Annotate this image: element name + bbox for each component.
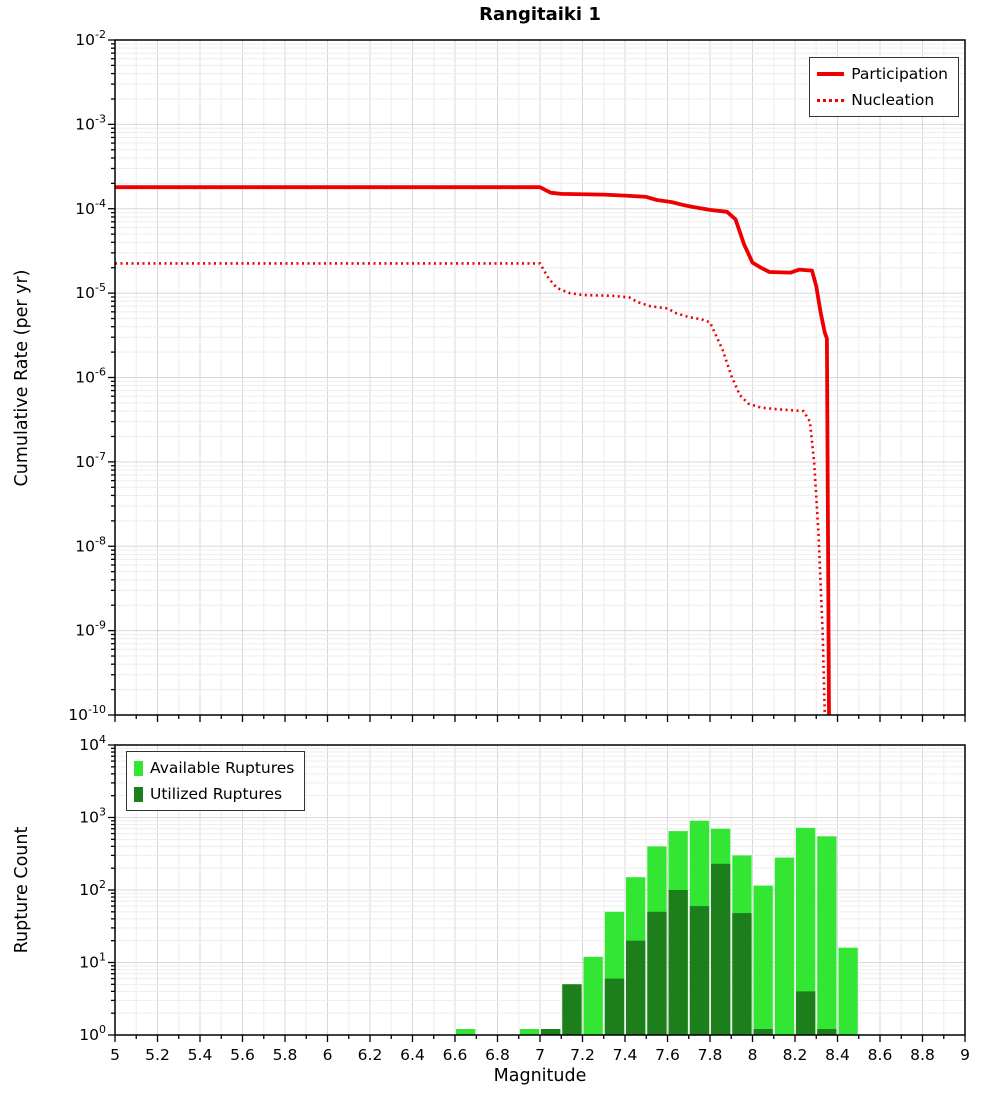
svg-text:6.2: 6.2	[358, 1046, 383, 1064]
axis-ticks	[108, 744, 966, 1042]
y-axis-label-count: Rupture Count	[12, 826, 32, 954]
svg-text:7.2: 7.2	[570, 1046, 595, 1064]
svg-text:103: 103	[79, 806, 106, 827]
svg-text:7.6: 7.6	[655, 1046, 680, 1064]
svg-text:102: 102	[79, 878, 106, 899]
legend-rate: Participation Nucleation	[809, 57, 959, 117]
rupture-count-plot: 5 5.2 5.4 5.6 5.8 6 6.2 6.4 6.6 6.8 7 7.2 7.4 7.6 7.8 8…	[79, 733, 970, 1064]
svg-text:5.6: 5.6	[230, 1046, 255, 1064]
legend-item-utilized: Utilized Ruptures	[134, 781, 294, 807]
cumulative-rate-plot: 10-2 10-3 10-4 10-5 10-6 10-7 10-8 10-9 10-10	[68, 28, 966, 724]
svg-text:10-6: 10-6	[75, 366, 106, 387]
chart-title: Rangitaiki 1	[479, 4, 601, 25]
utilized-ruptures-bars	[541, 863, 837, 1035]
legend-label-participation: Participation	[851, 65, 948, 83]
utilized-ruptures-swatch	[134, 786, 143, 802]
nucleation-line-swatch	[817, 98, 845, 102]
participation-line-swatch	[817, 72, 845, 76]
legend-label-utilized: Utilized Ruptures	[150, 785, 283, 803]
legend-label-available: Available Ruptures	[150, 759, 295, 777]
svg-text:7.4: 7.4	[613, 1046, 638, 1064]
legend-label-nucleation: Nucleation	[851, 91, 935, 109]
svg-text:10-7: 10-7	[75, 450, 106, 471]
legend-ruptures: Available Ruptures Utilized Ruptures	[126, 751, 306, 811]
svg-text:100: 100	[79, 1023, 106, 1044]
available-ruptures-swatch	[134, 760, 143, 776]
svg-text:6.8: 6.8	[485, 1046, 510, 1064]
svg-text:5.8: 5.8	[273, 1046, 298, 1064]
svg-text:5.4: 5.4	[188, 1046, 213, 1064]
nucleation-line	[115, 262, 827, 716]
svg-text:8.6: 8.6	[868, 1046, 893, 1064]
svg-text:10-3: 10-3	[75, 112, 106, 133]
svg-text:10-5: 10-5	[75, 281, 106, 302]
x-axis-label: Magnitude	[493, 1066, 587, 1086]
svg-text:101: 101	[79, 951, 106, 972]
svg-text:5.2: 5.2	[145, 1046, 170, 1064]
svg-text:7: 7	[535, 1046, 545, 1064]
svg-text:8.2: 8.2	[783, 1046, 808, 1064]
svg-text:104: 104	[79, 733, 106, 754]
svg-text:6.4: 6.4	[400, 1046, 425, 1064]
svg-text:10-8: 10-8	[75, 534, 106, 555]
svg-text:10-9: 10-9	[75, 619, 106, 640]
y-axis-label-rate: Cumulative Rate (per yr)	[12, 269, 32, 487]
axis-ticks	[108, 39, 966, 722]
svg-text:10-4: 10-4	[75, 197, 106, 218]
participation-line	[115, 185, 831, 716]
svg-text:10-2: 10-2	[75, 28, 106, 49]
svg-text:6.6: 6.6	[443, 1046, 468, 1064]
svg-text:5: 5	[110, 1046, 120, 1064]
svg-text:8: 8	[748, 1046, 758, 1064]
svg-text:8.4: 8.4	[825, 1046, 850, 1064]
svg-text:8.8: 8.8	[910, 1046, 935, 1064]
svg-text:6: 6	[323, 1046, 333, 1064]
svg-text:7.8: 7.8	[698, 1046, 723, 1064]
legend-item-nucleation: Nucleation	[817, 87, 948, 113]
legend-item-participation: Participation	[817, 61, 948, 87]
svg-text:9: 9	[960, 1046, 970, 1064]
legend-item-available: Available Ruptures	[134, 755, 294, 781]
svg-text:10-10: 10-10	[68, 703, 106, 724]
